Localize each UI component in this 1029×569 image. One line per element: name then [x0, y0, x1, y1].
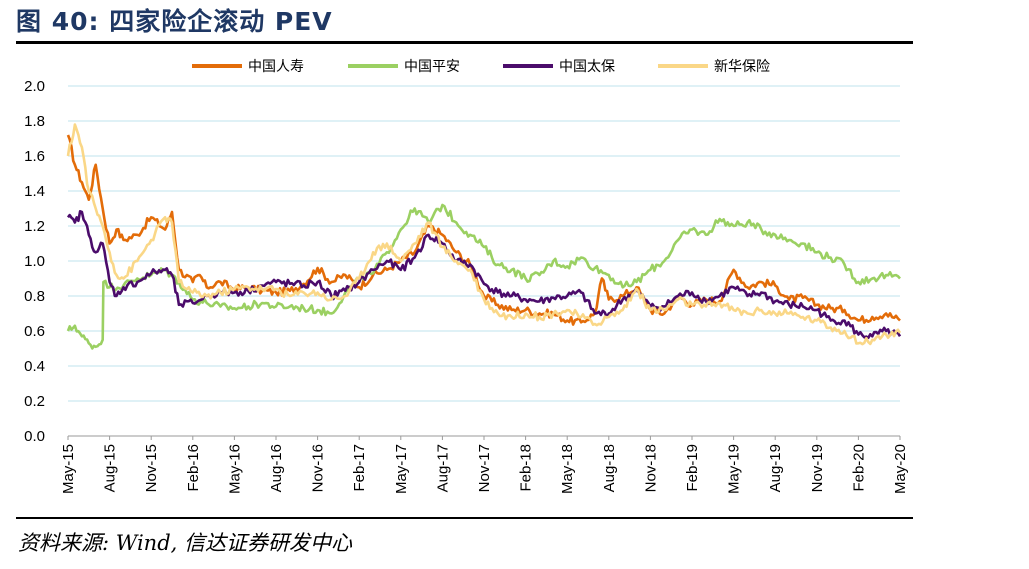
y-tick-label: 1.0: [24, 253, 45, 270]
y-tick-label: 0.6: [24, 323, 45, 340]
x-tick-label: May-16: [226, 444, 243, 494]
x-tick-label: Nov-18: [642, 444, 659, 492]
series-line-3: [66, 123, 902, 346]
x-tick-label: Feb-16: [185, 444, 202, 492]
x-tick-label: May-20: [892, 444, 909, 494]
series-lines: [66, 123, 902, 350]
x-tick-label: Aug-19: [767, 444, 784, 492]
x-tick-label: Feb-19: [684, 444, 701, 492]
legend: 中国人寿 中国平安 中国太保 新华保险: [192, 58, 770, 75]
y-tick-label: 0.4: [24, 358, 45, 375]
source-rule: [16, 517, 913, 519]
gridlines: [68, 85, 900, 402]
y-tick-label: 1.8: [24, 113, 45, 130]
pev-line-chart: 0.0 0.2 0.4 0.6 0.8 1.0 1.2 1.4 1.6 1.8 2.0 May-15 A…: [24, 58, 909, 494]
series-line-2: [66, 210, 902, 340]
y-tick-label: 0.8: [24, 288, 45, 305]
figure-title: 图 40: 四家险企滚动 PEV: [16, 7, 333, 36]
y-tick-label: 1.4: [24, 183, 45, 200]
x-tick-label: May-18: [559, 444, 576, 494]
x-tick-label: Feb-18: [518, 444, 535, 492]
x-tick-label: Nov-16: [310, 444, 327, 492]
title-rule: [16, 41, 913, 44]
y-tick-label: 1.2: [24, 218, 45, 235]
y-tick-label: 0.2: [24, 393, 45, 410]
x-tick-label: Nov-15: [143, 444, 160, 492]
x-tick-label: May-15: [60, 444, 77, 494]
series-line-0: [66, 134, 901, 326]
y-tick-label: 0.0: [24, 428, 45, 445]
x-tick-label: Aug-16: [268, 444, 285, 492]
x-tick-label: May-19: [726, 444, 743, 494]
axes: 0.0 0.2 0.4 0.6 0.8 1.0 1.2 1.4 1.6 1.8 2.0 May-15 A…: [24, 78, 909, 494]
legend-label: 中国平安: [404, 59, 460, 75]
x-tick-label: May-17: [393, 444, 410, 494]
series-line-1: [66, 203, 901, 350]
source-note: 资料来源: Wind, 信达证券研发中心: [18, 531, 352, 555]
y-tick-label: 2.0: [24, 78, 45, 95]
legend-label: 新华保险: [714, 59, 770, 75]
x-tick-label: Aug-15: [102, 444, 119, 492]
x-tick-label: Aug-18: [601, 444, 618, 492]
x-tick-label: Nov-19: [809, 444, 826, 492]
legend-label: 中国人寿: [248, 58, 304, 75]
x-tick-label: Nov-17: [476, 444, 493, 492]
x-tick-label: Aug-17: [434, 444, 451, 492]
y-tick-label: 1.6: [24, 148, 45, 165]
x-tick-label: Feb-17: [351, 444, 368, 492]
legend-label: 中国太保: [559, 59, 615, 75]
x-tick-label: Feb-20: [850, 444, 867, 492]
